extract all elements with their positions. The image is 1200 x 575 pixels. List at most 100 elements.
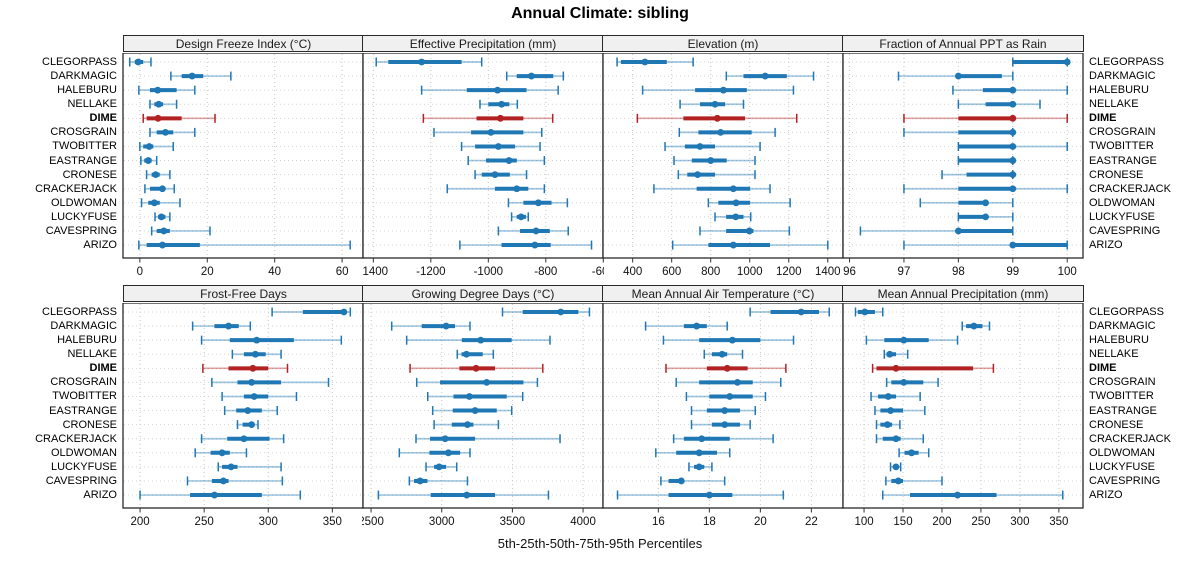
panel-plot: 200 250 300 350 — [122, 303, 364, 528]
series-darkmagic — [644, 321, 728, 331]
series-dime — [409, 363, 544, 373]
median-dot — [494, 143, 502, 150]
median-dot — [900, 379, 908, 386]
site-label-right: DARKMAGIC — [1089, 320, 1156, 333]
site-label-right: CRONESE — [1089, 418, 1144, 431]
series-twobitter — [426, 391, 524, 401]
series-haleburu — [405, 335, 551, 345]
site-label-left: LUCKYFUSE — [50, 210, 117, 223]
series-cavespring — [885, 476, 943, 486]
series-nellake — [957, 99, 1041, 109]
series-clegorpass — [1012, 57, 1071, 67]
axis-tick-label: 16 — [652, 516, 665, 528]
series-twobitter — [870, 391, 921, 401]
axis-tick-label: 98 — [952, 266, 965, 278]
site-label-right: HALEBURU — [1089, 84, 1149, 97]
site-label-left: CAVESPRING — [45, 474, 117, 487]
panel-header: Fraction of Annual PPT as Rain — [842, 35, 1084, 52]
median-dot — [464, 421, 471, 429]
site-label-left: DARKMAGIC — [50, 70, 117, 83]
median-dot — [513, 185, 521, 193]
median-dot — [340, 308, 348, 316]
panel-title: Mean Annual Precipitation (mm) — [877, 286, 1049, 301]
site-label-right: CLEGORPASS — [1089, 56, 1164, 68]
series-dime — [422, 113, 554, 123]
median-dot — [534, 199, 542, 207]
median-dot — [954, 72, 962, 80]
series-cronese — [941, 170, 1017, 180]
series-twobitter — [664, 141, 761, 151]
panel-plot: 100 150 200 250 300 350 — [842, 303, 1084, 528]
median-dot — [732, 213, 740, 221]
site-label-right: CRACKERJACK — [1089, 432, 1171, 445]
median-dot — [954, 227, 962, 235]
series-arizo — [616, 490, 785, 500]
site-label-left: LUCKYFUSE — [50, 460, 117, 473]
median-dot — [418, 58, 426, 66]
median-dot — [435, 463, 443, 471]
median-dot — [531, 241, 539, 249]
median-dot — [970, 322, 978, 330]
percentile-caption: 5th-25th-50th-75th-95th Percentiles — [497, 536, 703, 551]
series-dime — [903, 113, 1068, 123]
series-cavespring — [186, 476, 284, 486]
median-dot — [557, 308, 565, 316]
axis-tick-label: 150 — [893, 516, 912, 528]
series-crackerjack — [446, 184, 546, 194]
panel-title: Fraction of Annual PPT as Rain — [879, 36, 1047, 51]
series-crackerjack — [144, 184, 175, 194]
series-darkmagic — [505, 71, 565, 81]
median-dot — [745, 227, 753, 235]
series-oldwoman — [898, 448, 930, 458]
axis-tick-label: -600 — [592, 266, 604, 278]
median-dot — [162, 129, 169, 136]
series-eastrange — [140, 156, 158, 166]
series-crackerjack — [200, 434, 285, 444]
series-arizo — [139, 490, 302, 500]
axis-tick-label: -1200 — [416, 266, 445, 278]
series-oldwoman — [707, 198, 791, 208]
median-dot — [728, 336, 736, 344]
series-dime — [871, 363, 995, 373]
median-dot — [761, 72, 769, 80]
axis-tick-label: 250 — [195, 516, 214, 528]
median-dot — [861, 308, 869, 316]
series-luckyfuse — [688, 462, 713, 472]
median-dot — [693, 322, 701, 330]
median-dot — [1009, 171, 1017, 179]
median-dot — [892, 463, 900, 471]
axis-tick-label: 800 — [701, 266, 720, 278]
median-dot — [719, 86, 727, 94]
median-dot — [718, 350, 726, 358]
series-cronese — [236, 420, 259, 430]
median-dot — [723, 364, 731, 372]
axis-tick-label: 100 — [1058, 266, 1077, 278]
median-dot — [711, 100, 719, 108]
series-cronese — [433, 420, 500, 430]
series-nellake — [883, 349, 909, 359]
axis-tick-label: 0 — [137, 266, 143, 278]
axis-tick-label: 4000 — [570, 516, 596, 528]
panel-title: Growing Degree Days (°C) — [411, 286, 555, 301]
series-crosgrain — [433, 127, 543, 137]
series-nellake — [149, 99, 178, 109]
series-crosgrain — [678, 127, 776, 137]
series-clegorpass — [375, 57, 483, 67]
series-eastrange — [467, 156, 546, 166]
site-label-right: CRONESE — [1089, 168, 1144, 181]
series-dime — [142, 113, 216, 123]
axis-tick-label: -800 — [534, 266, 557, 278]
axis-tick-label: 350 — [1049, 516, 1068, 528]
median-dot — [1009, 157, 1017, 164]
median-dot — [713, 114, 721, 122]
series-twobitter — [685, 391, 767, 401]
series-haleburu — [138, 85, 196, 95]
median-dot — [908, 449, 915, 457]
median-dot — [677, 477, 685, 485]
median-dot — [698, 435, 706, 443]
median-dot — [954, 491, 961, 499]
median-dot — [892, 364, 900, 372]
median-dot — [721, 421, 729, 429]
series-luckyfuse — [957, 212, 1014, 222]
